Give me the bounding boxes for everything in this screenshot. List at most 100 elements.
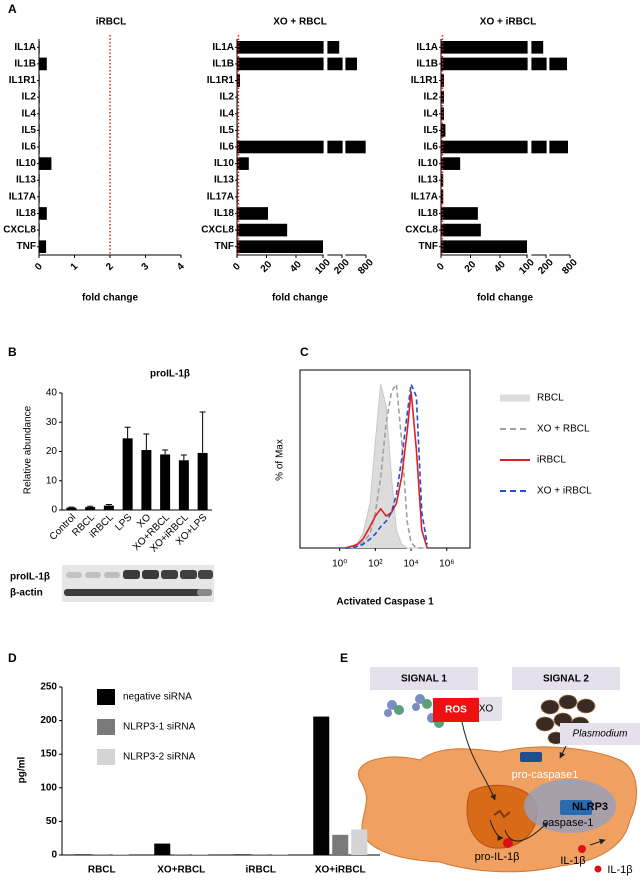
bar xyxy=(197,452,208,510)
y-tick-label: IL1R1 xyxy=(411,75,439,86)
bar xyxy=(103,505,114,510)
x-tick-label: LPS xyxy=(113,512,134,533)
y-tick-label: IL1A xyxy=(14,42,36,53)
x-tick-label: XO+RBCL xyxy=(157,865,205,876)
y-axis-label: pg/ml xyxy=(17,756,28,783)
y-tick-label: 250 xyxy=(40,682,57,693)
error-bar xyxy=(199,411,206,453)
y-tick-label: IL13 xyxy=(214,175,234,186)
x-tick-label: iRBCL xyxy=(245,865,276,876)
y-tick-label: IL1A xyxy=(212,42,234,53)
bar xyxy=(441,40,544,54)
nlrp3-shape xyxy=(560,800,592,815)
x-axis-label: fold change xyxy=(272,293,329,304)
legend-label: XO + iRBCL xyxy=(537,486,592,497)
error-bar xyxy=(180,454,187,461)
y-tick-label: TNF xyxy=(17,241,36,252)
axis-break xyxy=(527,37,532,259)
legend-swatch xyxy=(97,689,115,705)
y-tick-label: 150 xyxy=(40,749,57,760)
pro-il-label: pro-IL-1β xyxy=(475,851,520,863)
y-tick-label: IL1A xyxy=(416,42,438,53)
x-tick-label: 40 xyxy=(492,259,508,275)
legend-label: NLRP3-1 siRNA xyxy=(123,722,196,733)
y-tick-label: IL2 xyxy=(22,92,37,103)
nucleus xyxy=(466,784,538,849)
bar xyxy=(160,454,171,510)
x-axis-label: Activated Caspase 1 xyxy=(336,597,434,608)
legend-label: iRBCL xyxy=(537,455,566,466)
bar xyxy=(237,240,323,254)
bar xyxy=(441,107,444,121)
bar xyxy=(66,507,77,510)
pro-il-dot xyxy=(503,838,513,848)
il-label: IL-1β xyxy=(607,864,632,876)
bar xyxy=(237,223,288,237)
y-axis-label: Relative abundance xyxy=(23,405,34,494)
y-tick-label: CXCL8 xyxy=(201,225,234,236)
y-tick-label: CXCL8 xyxy=(3,225,36,236)
arrows xyxy=(461,721,606,846)
panel-label: C xyxy=(300,345,309,359)
pro-caspase-shape xyxy=(520,752,542,762)
chart-title: XO + iRBCL xyxy=(480,17,536,28)
y-tick-label: IL6 xyxy=(22,142,37,153)
signal-label: SIGNAL 2 xyxy=(543,674,589,685)
ros-box xyxy=(433,698,479,722)
y-axis-label: % of Max xyxy=(275,439,286,481)
legend-label: XO + RBCL xyxy=(537,424,590,435)
series-line xyxy=(344,384,428,549)
bar xyxy=(332,834,349,855)
panel-label: D xyxy=(8,651,17,665)
bar xyxy=(441,157,461,170)
y-tick-label: IL17A xyxy=(411,191,438,202)
bar xyxy=(237,207,268,220)
legend-swatch xyxy=(97,719,115,735)
x-tick-label: 200 xyxy=(536,257,556,277)
series-line xyxy=(345,381,428,549)
y-tick-label: IL4 xyxy=(424,108,439,119)
blot-label: proIL-1β xyxy=(10,572,50,583)
x-tick-label: 20 xyxy=(259,259,275,275)
y-tick-label: IL2 xyxy=(220,92,235,103)
y-tick-label: IL18 xyxy=(214,208,234,219)
panel-label: E xyxy=(340,651,348,665)
y-tick-label: IL6 xyxy=(220,142,235,153)
signal-box xyxy=(512,667,620,690)
x-tick-label: 200 xyxy=(332,257,352,277)
legend-label: NLRP3-2 siRNA xyxy=(123,752,196,763)
error-bar xyxy=(162,449,169,455)
series-line xyxy=(345,381,428,549)
ros-label: ROS xyxy=(445,705,467,716)
y-tick-label: 200 xyxy=(40,715,57,726)
caspase-label: caspase-1 xyxy=(543,817,594,829)
x-tick-label: 10² xyxy=(368,559,383,570)
x-tick-label: 20 xyxy=(463,259,479,275)
y-tick-label: IL1R1 xyxy=(207,75,235,86)
x-tick-label: 40 xyxy=(288,259,304,275)
legend-label: negative siRNA xyxy=(123,692,192,703)
x-tick-label: 10⁶ xyxy=(439,559,454,570)
axis-break xyxy=(546,37,550,259)
xo-label: XO xyxy=(479,704,494,715)
il-dot xyxy=(594,865,602,873)
y-tick-label: 100 xyxy=(40,782,57,793)
y-tick-label: IL13 xyxy=(16,175,36,186)
x-tick-label: 100 xyxy=(313,257,333,277)
bar xyxy=(237,157,249,170)
chart-title: proIL-1β xyxy=(150,369,190,380)
y-tick-label: 0 xyxy=(51,505,57,516)
il-label: IL-1β xyxy=(560,855,585,867)
x-tick-label: 0 xyxy=(33,261,45,273)
series-line xyxy=(344,391,428,549)
bar xyxy=(237,140,366,154)
bar xyxy=(39,207,47,220)
pro-caspase-label: pro-caspase1 xyxy=(512,769,579,781)
y-tick-label: TNF xyxy=(419,241,438,252)
bar xyxy=(39,157,52,170)
bar xyxy=(441,140,568,154)
signal-box xyxy=(370,667,478,690)
xo-molecules xyxy=(384,694,444,728)
x-axis-label: fold change xyxy=(477,293,534,304)
